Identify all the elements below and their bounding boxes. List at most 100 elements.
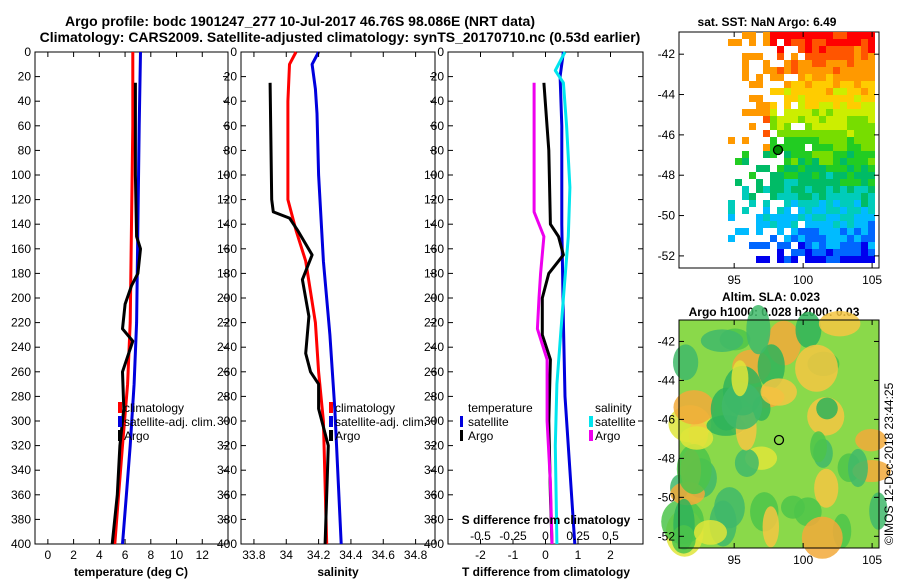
sst-cell bbox=[861, 221, 868, 228]
depth-tick-label: 0 bbox=[230, 45, 237, 59]
s-tick-label: 0.5 bbox=[602, 529, 619, 543]
sst-cell bbox=[826, 102, 833, 109]
sst-cell bbox=[819, 67, 826, 74]
sst-cell bbox=[826, 123, 833, 130]
sst-cell bbox=[784, 214, 791, 221]
sst-cell bbox=[812, 179, 819, 186]
legend-s-argo: Argo bbox=[595, 429, 621, 443]
sst-cell bbox=[833, 39, 840, 46]
sla-lon-ticks: 95 100 105 bbox=[727, 320, 882, 567]
depth-tick-label: 80 bbox=[18, 143, 32, 157]
sst-cell bbox=[798, 102, 805, 109]
sst-cell bbox=[791, 235, 798, 242]
sst-cell bbox=[798, 109, 805, 116]
sst-cell bbox=[756, 102, 763, 109]
depth-tick-label: 40 bbox=[18, 94, 32, 108]
sst-cell bbox=[784, 186, 791, 193]
depth-tick-label: 260 bbox=[217, 365, 237, 379]
sst-cell bbox=[826, 32, 833, 39]
sla-argo-marker bbox=[773, 434, 785, 446]
sst-cell bbox=[798, 242, 805, 249]
sst-cell bbox=[756, 242, 763, 249]
sst-cell bbox=[826, 53, 833, 60]
sst-cell bbox=[826, 207, 833, 214]
sst-cell bbox=[833, 88, 840, 95]
temperature-panel: 0204060801001201401601802002202402602803… bbox=[11, 45, 229, 579]
depth-tick-label: 80 bbox=[431, 143, 445, 157]
sst-cell bbox=[840, 256, 847, 263]
sla-map-field bbox=[661, 305, 891, 559]
sst-cell bbox=[819, 228, 826, 235]
sst-cell bbox=[840, 81, 847, 88]
sst-cell bbox=[798, 165, 805, 172]
sst-cell bbox=[742, 137, 749, 144]
sst-cell bbox=[805, 102, 812, 109]
sla-blob bbox=[818, 311, 861, 337]
sst-cell bbox=[868, 242, 875, 249]
sst-cell bbox=[784, 235, 791, 242]
sst-cell bbox=[763, 186, 770, 193]
sst-cell bbox=[777, 123, 784, 130]
sst-cell bbox=[784, 172, 791, 179]
sst-cell bbox=[763, 102, 770, 109]
sst-cell bbox=[805, 249, 812, 256]
sst-cell bbox=[847, 53, 854, 60]
sst-cell bbox=[826, 186, 833, 193]
sst-cell bbox=[847, 249, 854, 256]
sst-cell bbox=[770, 123, 777, 130]
sst-cell bbox=[791, 39, 798, 46]
sla-blob bbox=[757, 344, 785, 389]
sst-cell bbox=[833, 200, 840, 207]
sst-cell bbox=[791, 186, 798, 193]
sst-cell bbox=[763, 116, 770, 123]
sst-cell bbox=[763, 130, 770, 137]
sst-argo-marker bbox=[772, 144, 784, 156]
sst-cell bbox=[819, 116, 826, 123]
sst-cell bbox=[784, 179, 791, 186]
sst-cell bbox=[777, 67, 784, 74]
sst-cell bbox=[861, 95, 868, 102]
sla-blob bbox=[700, 329, 744, 352]
legend-climatology: climatology bbox=[335, 401, 395, 415]
sst-cell bbox=[868, 151, 875, 158]
depth-tick-label: 380 bbox=[11, 512, 31, 526]
x-tick-label: 8 bbox=[147, 548, 154, 562]
sst-cell bbox=[819, 200, 826, 207]
sst-cell bbox=[854, 214, 861, 221]
s-tick-label: -0.25 bbox=[499, 529, 527, 543]
depth-tick-label: 140 bbox=[217, 217, 237, 231]
sst-cell bbox=[826, 109, 833, 116]
sst-cell bbox=[840, 39, 847, 46]
sst-cell bbox=[805, 46, 812, 53]
sst-cell bbox=[847, 130, 854, 137]
sst-cell bbox=[861, 165, 868, 172]
sst-cell bbox=[861, 186, 868, 193]
sst-cell bbox=[805, 214, 812, 221]
sst-cell bbox=[819, 179, 826, 186]
sst-cell bbox=[812, 151, 819, 158]
sst-cell bbox=[868, 32, 875, 39]
sst-cell bbox=[749, 53, 756, 60]
depth-tick-label: 120 bbox=[11, 193, 31, 207]
depth-tick-label: 0 bbox=[437, 45, 444, 59]
sst-cell bbox=[826, 221, 833, 228]
sst-cell bbox=[805, 186, 812, 193]
x-tick-label: 34.4 bbox=[339, 548, 363, 562]
sla-blob bbox=[734, 448, 759, 477]
sst-cell bbox=[812, 67, 819, 74]
lat-tick-label: -42 bbox=[658, 47, 676, 61]
sst-cell bbox=[798, 88, 805, 95]
lat-tick-label: -46 bbox=[658, 128, 676, 142]
sst-cell bbox=[798, 144, 805, 151]
sst-cell bbox=[784, 151, 791, 158]
sst-cell bbox=[777, 228, 784, 235]
salinity-legend: climatology satellite-adj. clim. Argo bbox=[329, 401, 427, 443]
difference-depth-ticks: 0 20 40 60 80 100 120 140 160 180 200 220 240 260 280 3… bbox=[424, 45, 643, 551]
sst-cell bbox=[728, 39, 735, 46]
sst-cell bbox=[812, 144, 819, 151]
sst-cell bbox=[840, 151, 847, 158]
depth-tick-label: 180 bbox=[11, 266, 31, 280]
x-tick-label: 1 bbox=[575, 548, 582, 562]
sst-cell bbox=[812, 221, 819, 228]
sst-cell bbox=[868, 193, 875, 200]
